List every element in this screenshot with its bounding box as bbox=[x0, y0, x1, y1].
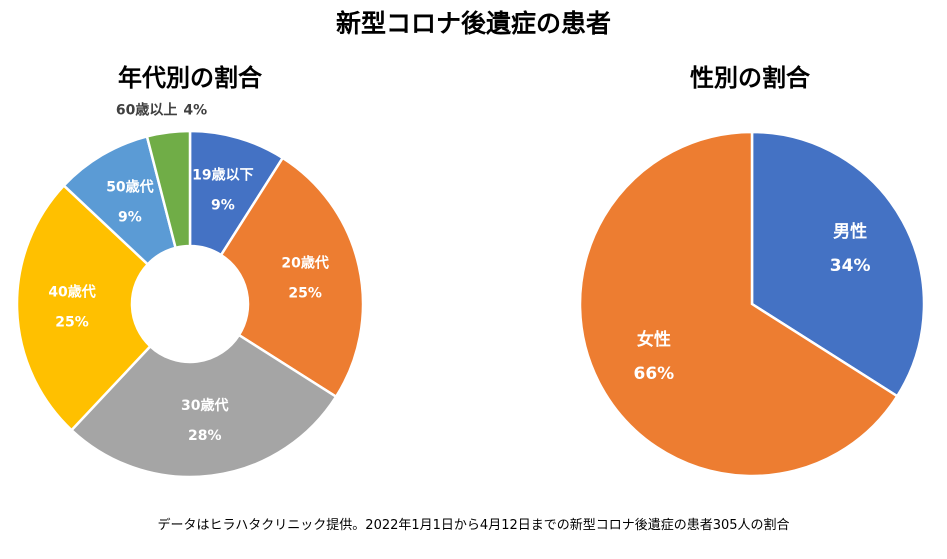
chart-title: 新型コロナ後遺症の患者 bbox=[335, 9, 611, 38]
slice-category-0-4: 50歳代 bbox=[106, 178, 153, 195]
slice-category-0-1: 20歳代 bbox=[281, 254, 328, 271]
slice-percent-1-1: 66% bbox=[634, 364, 675, 384]
slice-category-0-5: 60歳以上 bbox=[116, 102, 177, 119]
slice-percent-0-2: 28% bbox=[188, 428, 222, 444]
slice-category-1-1: 女性 bbox=[637, 329, 671, 350]
slice-percent-0-4: 9% bbox=[118, 209, 142, 225]
slice-label-0-5: 60歳以上 4% bbox=[116, 102, 207, 119]
footer-note: データはヒラハタクリニック提供。2022年1月1日から4月12日までの新型コロナ… bbox=[157, 518, 790, 533]
gender-chart-title: 性別の割合 bbox=[690, 64, 810, 92]
slice-category-0-2: 30歳代 bbox=[181, 397, 228, 414]
slice-percent-1-0: 34% bbox=[830, 256, 871, 276]
age-chart-title: 年代別の割合 bbox=[118, 64, 262, 92]
slice-0-2 bbox=[69, 333, 338, 479]
slice-category-0-3: 40歳代 bbox=[48, 284, 95, 301]
slice-category-1-0: 男性 bbox=[833, 221, 867, 242]
slice-percent-0-0: 9% bbox=[211, 198, 235, 214]
slice-0-5 bbox=[145, 129, 192, 250]
slice-percent-0-3: 25% bbox=[55, 315, 89, 331]
slice-0-1 bbox=[219, 156, 365, 399]
slice-percent-0-5: 4% bbox=[183, 103, 207, 119]
slice-category-0-0: 19歳以下 bbox=[192, 167, 253, 184]
slice-percent-0-1: 25% bbox=[288, 285, 322, 301]
slice-0-3 bbox=[15, 183, 153, 432]
slice-1-1 bbox=[578, 130, 899, 478]
